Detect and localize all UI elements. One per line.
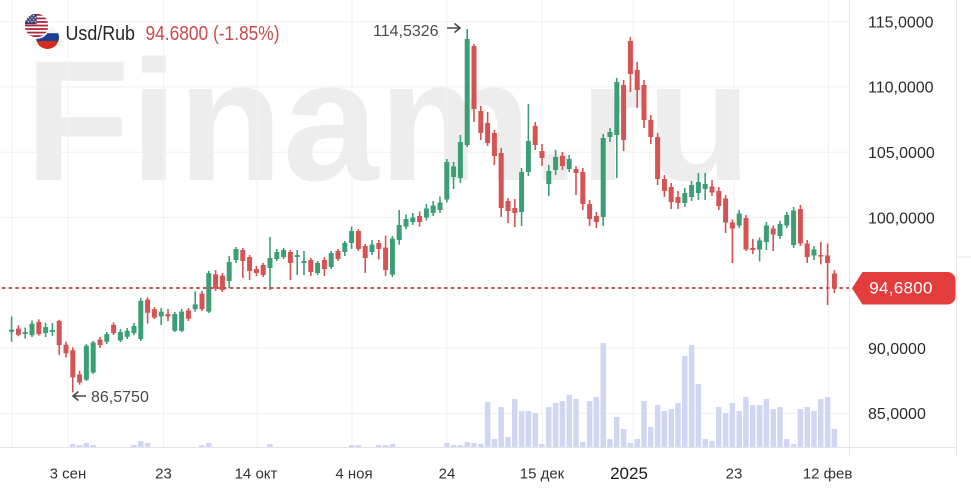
svg-text:90,0000: 90,0000 [868,341,926,358]
svg-text:23: 23 [726,466,743,483]
svg-text:14 окт: 14 окт [235,466,278,483]
svg-text:Finam.ru: Finam.ru [25,25,751,217]
svg-text:23: 23 [155,466,172,483]
svg-text:110,0000: 110,0000 [868,80,934,97]
svg-text:2025: 2025 [610,464,648,483]
svg-text:100,0000: 100,0000 [868,210,935,227]
svg-text:85,0000: 85,0000 [868,406,926,423]
svg-text:12 фев: 12 фев [803,466,853,483]
svg-text:15 дек: 15 дек [520,466,565,483]
svg-text:115,0000: 115,0000 [868,14,934,31]
svg-text:3 сен: 3 сен [50,466,87,483]
svg-text:94.6800 (-1.85%): 94.6800 (-1.85%) [146,22,280,45]
svg-text:86,5750: 86,5750 [91,389,149,406]
svg-text:4 ноя: 4 ноя [335,466,372,483]
svg-text:105,0000: 105,0000 [868,145,935,162]
svg-text:114,5326: 114,5326 [373,23,439,40]
svg-text:Usd/Rub: Usd/Rub [66,22,136,45]
svg-text:24: 24 [439,466,456,483]
svg-text:94,6800: 94,6800 [869,279,933,298]
